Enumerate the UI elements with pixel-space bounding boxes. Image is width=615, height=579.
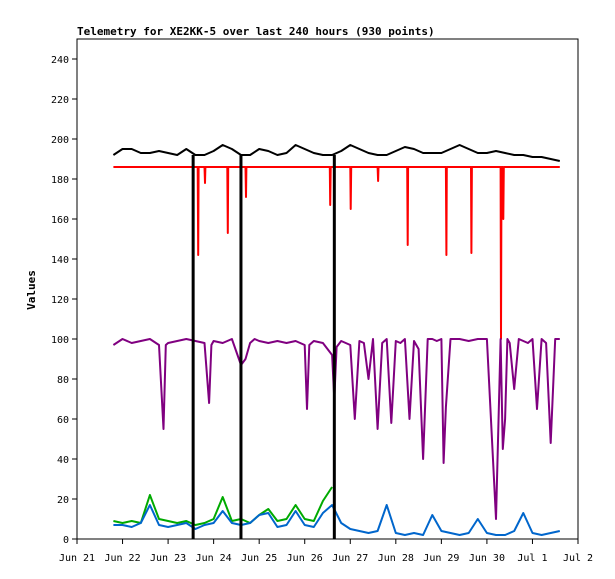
y-tick-label: 0 — [63, 535, 69, 546]
y-tick-label: 180 — [51, 175, 69, 186]
y-tick-label: 240 — [51, 55, 69, 66]
y-tick-label: 100 — [51, 335, 69, 346]
y-tick-label: 140 — [51, 255, 69, 266]
x-tick-label: Jun 29 — [423, 553, 459, 564]
y-axis-ticks: 0 20 40 60 80 100 120 140 160 180 200 220 240 — [51, 55, 77, 546]
x-tick-label: Jun 24 — [196, 553, 232, 564]
y-axis-label: Values — [25, 270, 38, 310]
x-tick-label: Jun 22 — [104, 553, 140, 564]
series-line-2 — [113, 166, 560, 340]
y-tick-label: 200 — [51, 135, 69, 146]
y-tick-label: 40 — [57, 455, 69, 466]
x-tick-label: Jun 28 — [378, 553, 414, 564]
series-line-4 — [113, 486, 333, 526]
y-tick-label: 20 — [57, 495, 69, 506]
x-tick-label: Jun 26 — [287, 553, 323, 564]
series-line-3 — [112, 338, 560, 520]
x-tick-label: Jul 2 — [563, 553, 593, 564]
y-tick-label: 160 — [51, 215, 69, 226]
plot-area — [76, 38, 579, 540]
x-tick-label: Jun 27 — [332, 553, 368, 564]
y-tick-label: 60 — [57, 415, 69, 426]
x-tick-label: Jun 30 — [469, 553, 505, 564]
y-tick-label: 80 — [57, 375, 69, 386]
x-tick-label: Jul 1 — [517, 553, 547, 564]
series-line-1 — [112, 144, 561, 162]
series-layer — [112, 144, 561, 536]
x-tick-label: Jun 23 — [150, 553, 186, 564]
chart-title: Telemetry for XE2KK-5 over last 240 hour… — [77, 25, 435, 38]
vertical-markers — [191, 155, 336, 539]
x-axis-ticks: Jun 21 Jun 22 Jun 23 Jun 24 Jun 25 Jun 26 Jun … — [59, 539, 593, 564]
x-tick-label: Jun 21 — [59, 553, 95, 564]
x-tick-label: Jun 25 — [241, 553, 277, 564]
y-tick-label: 120 — [51, 295, 69, 306]
series-line-5 — [113, 504, 561, 536]
y-tick-label: 220 — [51, 95, 69, 106]
